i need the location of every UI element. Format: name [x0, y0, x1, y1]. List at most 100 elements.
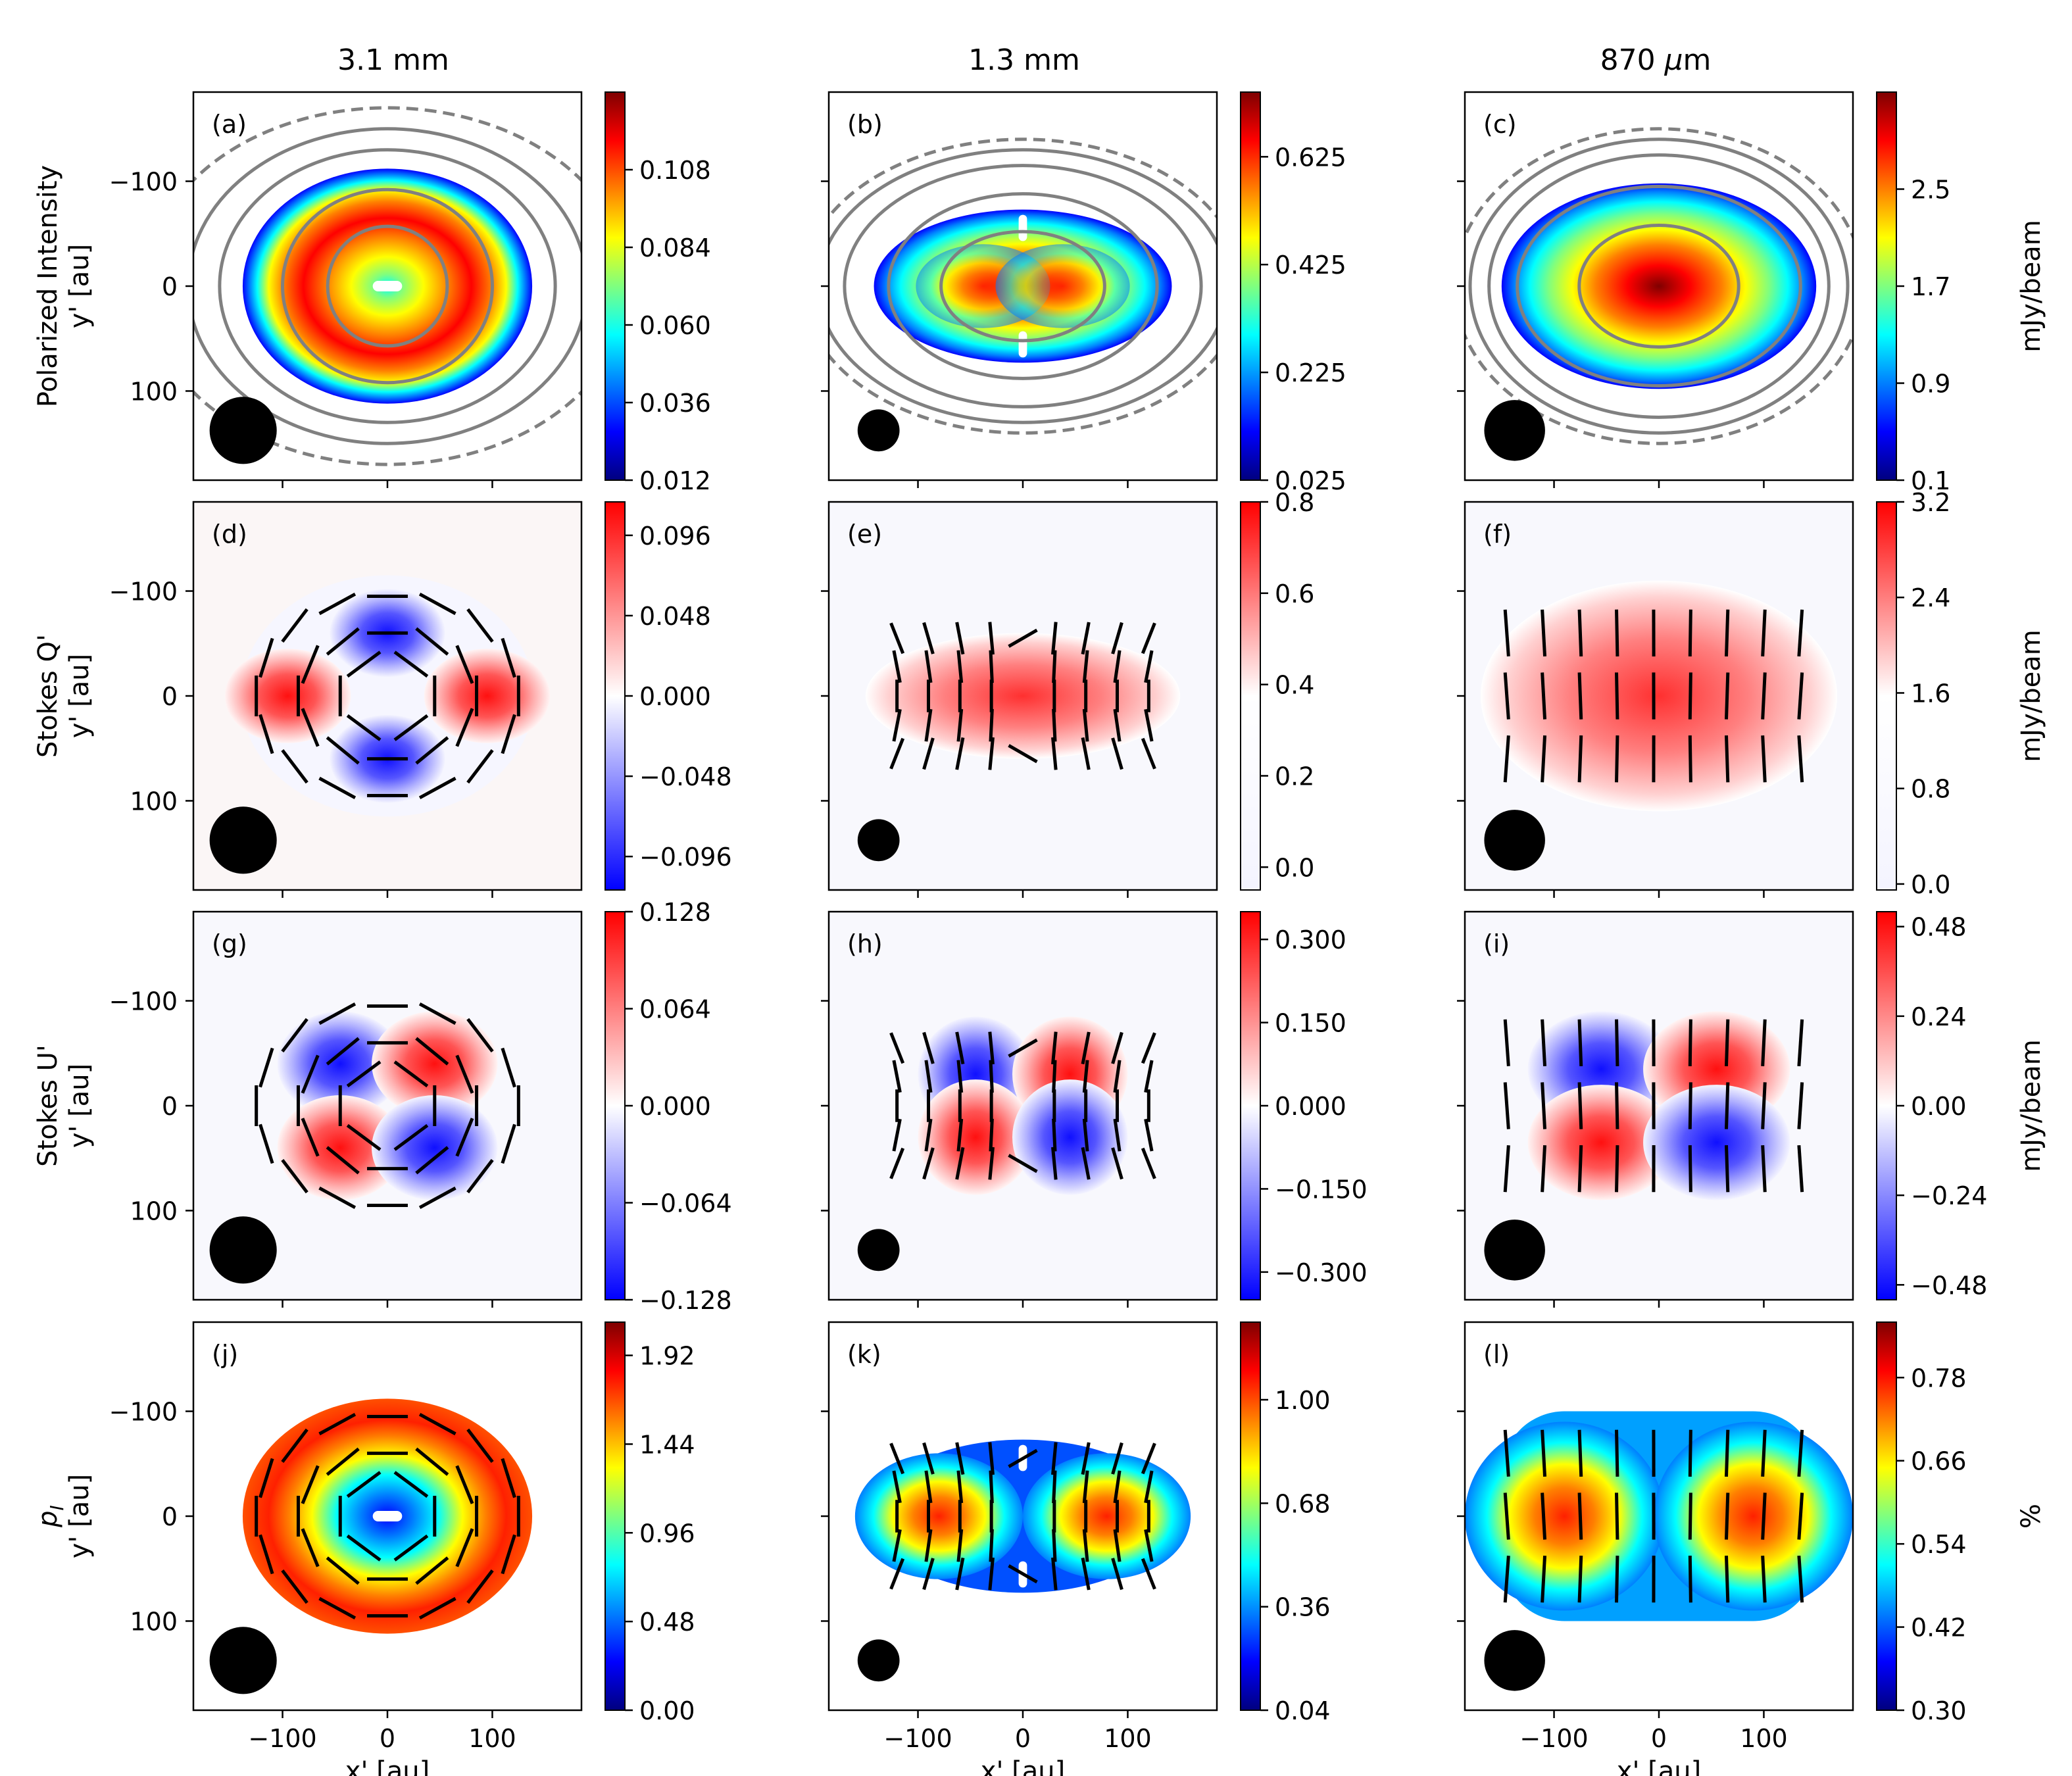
tangential-vector [455, 1465, 474, 1504]
y-tick-label: 0 [162, 1092, 178, 1121]
colorbar-tick-label: 0.48 [1911, 913, 1967, 942]
radial-vector [1144, 1118, 1154, 1152]
radial-vector [922, 1147, 935, 1180]
tangential-vector [318, 1413, 357, 1436]
radial-vector [988, 1442, 995, 1475]
beam-ellipse [1484, 810, 1545, 871]
radial-vector [1111, 622, 1123, 654]
colorbar-tick-label: 0.0 [1911, 870, 1950, 899]
radial-vector [956, 1470, 964, 1504]
radial-vector [1141, 737, 1156, 770]
tangential-vector [259, 714, 274, 754]
colorbar: 0.04 0.36 0.68 1.00 [1240, 1321, 1331, 1725]
tangential-vector [281, 1158, 308, 1194]
y-axis-label: y' [au] [64, 1474, 95, 1558]
tangential-vector [301, 1528, 320, 1567]
beam-ellipse [857, 819, 900, 862]
radial-vector [988, 622, 995, 655]
y-tick-label: −100 [109, 1398, 178, 1427]
radial-vector [1052, 1118, 1057, 1152]
radial-vector [922, 622, 935, 654]
radial-vector [892, 1529, 902, 1562]
colorbar-tick-label: 0.048 [639, 602, 711, 631]
emission-region [224, 649, 351, 743]
colorbar-gradient [604, 1321, 626, 1711]
radial-vector [922, 737, 935, 770]
y-tick-label: −100 [109, 578, 178, 606]
radial-vector [1141, 1147, 1156, 1179]
tangential-vector [501, 714, 516, 754]
colorbar-tick-label: −0.300 [1275, 1258, 1368, 1287]
panel-image [1465, 502, 1853, 890]
radial-vector [1081, 1442, 1091, 1475]
colorbar-gradient [1876, 1321, 1897, 1711]
panel-label: (b) [847, 110, 883, 139]
panel-label: (d) [212, 520, 247, 549]
polarization-vectors [1503, 609, 1804, 783]
tangential-vector [346, 1123, 382, 1151]
radial-vector [1081, 1147, 1091, 1180]
colorbar-gradient [1876, 501, 1897, 891]
vertical-vector [1724, 735, 1730, 783]
tangential-vector [455, 645, 474, 684]
tangential-vector [466, 608, 494, 643]
emission-region [424, 649, 551, 743]
tangential-vector [393, 651, 429, 678]
contour-line [843, 164, 1203, 408]
colorbar: 0.0 0.2 0.4 0.6 0.8 [1240, 488, 1314, 891]
colorbar-tick-label: 0.42 [1911, 1614, 1967, 1642]
radial-vector [1008, 744, 1038, 764]
radial-vector [889, 1443, 905, 1475]
colorbar-gradient [1240, 1321, 1261, 1711]
polarization-vectors [889, 1442, 1156, 1591]
radial-vector [1052, 1060, 1057, 1093]
panel-label: (i) [1483, 929, 1510, 958]
panel-image [829, 502, 1217, 890]
radial-vector [1051, 1442, 1058, 1475]
tangential-vector [393, 1534, 429, 1562]
tangential-vector [281, 1018, 308, 1053]
colorbar-gradient [1876, 91, 1897, 481]
vertical-vector [1797, 1019, 1804, 1067]
panel-l: (l) −100 0 100 x' [au] 0.30 0.42 0.54 0.66 0.78% [1457, 1321, 2046, 1776]
vertical-vector [1761, 1492, 1767, 1540]
radial-vector [955, 737, 965, 770]
colorbar-tick-label: 0.425 [1275, 251, 1346, 280]
vertical-vector [1761, 672, 1767, 720]
radial-vector [1008, 1154, 1038, 1173]
colorbar-unit-label: mJy/beam [2016, 1039, 2046, 1172]
vertical-vector [1541, 672, 1547, 720]
tangential-vector [466, 1018, 494, 1053]
vertical-vector [1577, 1492, 1583, 1540]
colorbar: −0.128 −0.064 0.000 0.064 0.128 [604, 898, 732, 1315]
colorbar-unit-label: mJy/beam [2016, 220, 2046, 352]
tangential-vector [318, 593, 357, 616]
tangential-vector [501, 1047, 516, 1088]
radial-vector [988, 737, 995, 770]
colorbar-tick-label: 0.30 [1911, 1696, 1967, 1725]
tangential-vector [455, 1118, 474, 1157]
radial-vector [1111, 1558, 1123, 1591]
y-axis-label: Stokes Q' [33, 634, 63, 758]
beam-ellipse [209, 397, 277, 464]
radial-vector [1111, 1031, 1123, 1064]
radial-vector [1008, 1564, 1038, 1584]
tangential-vector [418, 776, 456, 799]
emission-region [865, 633, 1181, 759]
emission-region [854, 1453, 1023, 1579]
radial-vector [1141, 1443, 1156, 1475]
tangential-vector [346, 1534, 382, 1562]
radial-vector [955, 1442, 965, 1475]
tangential-vector [501, 1123, 516, 1164]
tangential-vector [393, 1471, 429, 1498]
contour-line [326, 224, 449, 348]
tangential-vector [259, 1458, 274, 1498]
vertical-vector [1761, 609, 1767, 657]
panel-label: (h) [847, 929, 883, 958]
radial-vector [1113, 1060, 1122, 1093]
tangential-vector [501, 637, 516, 678]
tangential-vector [326, 1146, 360, 1175]
tangential-vector [346, 1471, 382, 1498]
panel-label: (g) [212, 929, 247, 958]
